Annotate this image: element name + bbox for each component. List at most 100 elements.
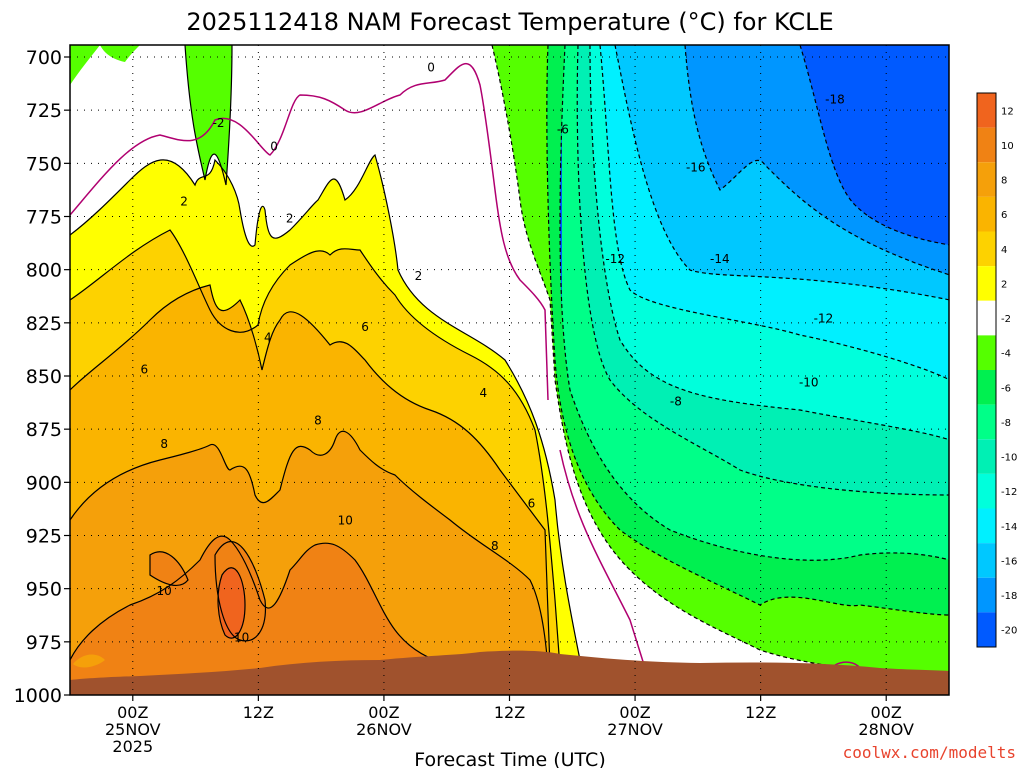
contour-label: 10: [234, 631, 249, 645]
y-tick-label: 925: [26, 526, 62, 548]
colorbar-label: -4: [1001, 349, 1011, 360]
contour-label: 0: [270, 139, 278, 153]
x-tick-label: 00Z: [871, 703, 902, 722]
contour-minus18: [799, 45, 949, 246]
chart-title: 2025112418 NAM Forecast Temperature (°C)…: [186, 8, 833, 36]
contour-label: 8: [314, 414, 322, 428]
x-tick-label: 12Z: [494, 703, 525, 722]
colorbar-cell: [977, 439, 996, 474]
contour-label: 4: [480, 386, 488, 400]
colorbar-label: -8: [1001, 418, 1011, 429]
x-tick-label: 00Z: [368, 703, 399, 722]
contour-label: 0: [427, 61, 435, 75]
colorbar-cell: [977, 266, 996, 301]
colorbar-label: -10: [1001, 453, 1017, 464]
colorbar-cell: [977, 300, 996, 336]
contour-label: 2: [286, 212, 294, 226]
contour-label: -16: [686, 161, 706, 175]
colorbar-label: 4: [1001, 245, 1007, 256]
y-tick-label: 750: [26, 153, 62, 175]
colorbar-label: -20: [1001, 626, 1017, 637]
y-tick-label: 800: [26, 260, 62, 282]
contour-label: 4: [264, 331, 272, 345]
x-tick-label: 27NOV: [607, 720, 663, 739]
y-tick-label: 700: [26, 47, 62, 69]
contour-minus10: [589, 45, 949, 441]
contour-minus4: [546, 45, 949, 616]
contour-plus10-loop-a: [149, 551, 189, 587]
contour-minus2-pocket: [184, 45, 233, 186]
field-band-plus8-pocket: [73, 654, 105, 668]
contour-plus10: [70, 535, 451, 666]
terrain-ground: [70, 650, 949, 695]
contour-label: -12: [605, 252, 625, 266]
contour-label: -18: [825, 93, 845, 107]
colorbar-frame: [976, 92, 997, 648]
x-tick-label: 00Z: [117, 703, 148, 722]
y-tick-label: 875: [26, 419, 62, 441]
colorbar-label: -12: [1001, 487, 1017, 498]
colorbar-label: -18: [1001, 591, 1017, 602]
contour-label: 2: [415, 269, 423, 283]
contour-label-layer: 0 0 -2 2 2 2 4 4 6 6 6 8 8 8 10 10 10 -6 -8 -10 -12 -12 -14 -16…: [140, 61, 844, 645]
contour-label: 2: [180, 195, 188, 209]
field-band-minus2-corner: [70, 45, 140, 85]
x-tick-label: 25NOV: [105, 720, 161, 739]
colorbar-cell: [977, 404, 996, 440]
field-band-minus6: [545, 45, 949, 695]
colorbar-label: -2: [1001, 314, 1011, 325]
credit-text: coolwx.com/modelts: [843, 743, 1016, 762]
contour-label: -8: [670, 395, 682, 409]
x-tick-label: 26NOV: [356, 720, 412, 739]
contour-label: -6: [557, 122, 569, 136]
colorbar-cell: [977, 162, 996, 197]
contour-minus2: [491, 45, 901, 673]
contour-label: -12: [814, 312, 834, 326]
colorbar-cell: [977, 93, 996, 128]
contour-zero: [70, 62, 549, 401]
contour-plus2: [70, 154, 581, 661]
contour-plus10-loop-b: [214, 541, 267, 642]
colorbar-label: -16: [1001, 556, 1017, 567]
colorbar-cell: [977, 231, 996, 267]
contour-label: 10: [338, 514, 353, 528]
contour-minus6: [559, 45, 949, 561]
contour-minus14: [614, 45, 949, 301]
colorbar-cell: [977, 127, 996, 163]
colorbar-label: 6: [1001, 210, 1007, 221]
colorbar-label: 10: [1001, 141, 1014, 152]
contour-label: 8: [491, 539, 499, 553]
y-tick-label: 825: [26, 313, 62, 335]
colorbar-cell: [977, 473, 996, 509]
y-axis: 700 725 750 775 800 825 850 875 900 925 950 975 1000: [14, 47, 70, 707]
colorbar-cell: [977, 612, 996, 647]
contour-label: 6: [361, 320, 369, 334]
y-tick-label: 950: [26, 579, 62, 601]
y-tick-label: 975: [26, 632, 62, 654]
colorbar-label: 2: [1001, 279, 1007, 290]
y-tick-label: 850: [26, 366, 62, 388]
contour-label: 6: [140, 363, 148, 377]
x-tick-label: 2025: [112, 737, 153, 756]
contour-minus8: [576, 45, 949, 496]
colorbar-cell: [977, 543, 996, 578]
temperature-field: [70, 45, 949, 695]
x-tick-label: 00Z: [619, 703, 650, 722]
contour-lines: [70, 45, 949, 673]
colorbar-cell: [977, 508, 996, 544]
colorbar-cell: [977, 577, 996, 613]
y-tick-label: 775: [26, 207, 62, 229]
contour-label: 10: [157, 584, 172, 598]
y-tick-label: 1000: [14, 685, 62, 707]
field-band-minus4: [492, 45, 949, 695]
colorbar-cell: [977, 335, 996, 370]
contour-plus4: [70, 229, 561, 669]
colorbar-label: -6: [1001, 383, 1011, 394]
y-tick-label: 725: [26, 100, 62, 122]
contour-label: -2: [213, 116, 225, 130]
colorbar-label: -14: [1001, 522, 1017, 533]
colorbar-label: 8: [1001, 176, 1007, 187]
colorbar-cell: [977, 370, 996, 405]
contour-label: -10: [799, 375, 819, 389]
